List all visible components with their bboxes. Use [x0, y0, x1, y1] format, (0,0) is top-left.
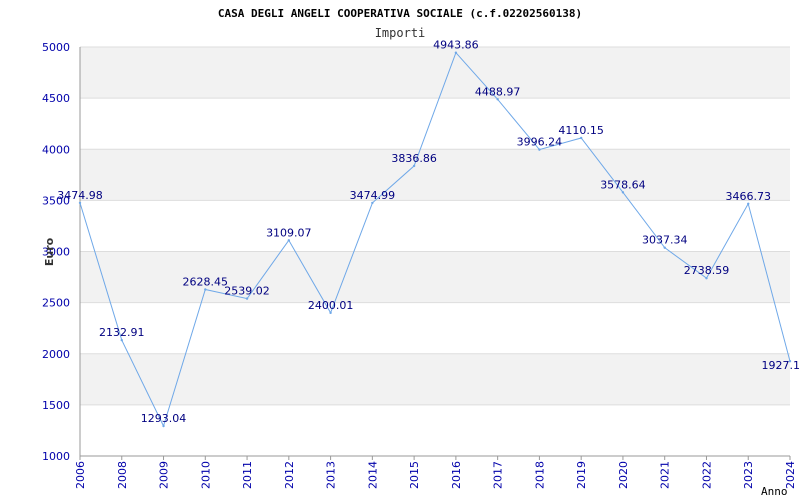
- data-point: [120, 338, 123, 342]
- x-axis-label: Anno: [761, 485, 788, 498]
- data-point: [78, 201, 82, 205]
- data-point: [788, 360, 792, 363]
- data-point: [454, 51, 458, 54]
- x-tick-label: 2022: [700, 461, 713, 489]
- data-point: [621, 191, 625, 194]
- data-label: 2539.02: [224, 285, 270, 298]
- x-tick-label: 2012: [283, 461, 296, 489]
- x-tick-label: 2021: [659, 461, 672, 489]
- data-label: 2132.91: [99, 326, 145, 339]
- series-line: [78, 51, 792, 428]
- plot-band: [80, 353, 790, 405]
- data-label: 3996.24: [517, 136, 563, 149]
- data-point: [204, 288, 207, 291]
- y-tick-label: 1000: [42, 450, 70, 463]
- data-point: [162, 424, 165, 428]
- x-tick-label: 2020: [617, 461, 630, 489]
- data-point: [705, 277, 708, 280]
- data-label: 3474.99: [350, 189, 396, 202]
- series-polyline: [79, 51, 791, 428]
- x-tick-label: 2015: [408, 461, 421, 489]
- y-tick-label: 4000: [42, 143, 70, 156]
- y-tick-label: 5000: [42, 41, 70, 54]
- x-tick-label: 2019: [575, 461, 588, 489]
- data-point: [579, 136, 583, 140]
- data-point: [371, 201, 374, 205]
- data-label: 3578.64: [600, 178, 646, 191]
- data-point: [538, 148, 541, 151]
- y-tick-label: 4500: [42, 92, 70, 105]
- y-tick-labels: 1000 1500 2000 2500 3000 3500 4000 4500 5000: [42, 41, 70, 463]
- x-tick-label: 2008: [116, 461, 129, 489]
- data-label: 3474.98: [57, 189, 103, 202]
- data-point: [663, 246, 666, 249]
- y-tick-label: 3000: [42, 246, 70, 259]
- data-point: [287, 239, 291, 242]
- x-tick-label: 2024: [784, 461, 797, 489]
- y-tick-label: 2500: [42, 297, 70, 310]
- data-label: 4110.15: [558, 124, 604, 137]
- plot-band: [80, 149, 790, 201]
- plot-band: [80, 251, 790, 303]
- plot-band: [80, 47, 790, 99]
- y-axis-label: Euro: [43, 237, 56, 266]
- x-tick-label: 2011: [241, 461, 254, 489]
- x-tick-label: 2023: [742, 461, 755, 489]
- x-tick-label: 2014: [366, 461, 379, 489]
- y-tick-label: 3500: [42, 194, 70, 207]
- chart-title: CASA DEGLI ANGELI COOPERATIVA SOCIALE (c…: [218, 7, 582, 20]
- y-tick-label: 2000: [42, 348, 70, 361]
- data-label: 3466.73: [725, 190, 771, 203]
- axes: [79, 47, 791, 460]
- data-label: 2738.59: [684, 264, 730, 277]
- chart-subtitle: Importi: [375, 26, 426, 40]
- x-tick-label: 2013: [325, 461, 338, 489]
- data-label: 2400.01: [308, 299, 354, 312]
- y-tick-label: 1500: [42, 399, 70, 412]
- data-label: 2628.45: [183, 275, 229, 288]
- data-point: [496, 98, 499, 101]
- data-label: 4943.86: [433, 39, 479, 52]
- plot-bands: [80, 47, 790, 405]
- data-label: 4488.97: [475, 85, 521, 98]
- x-tick-label: 2009: [158, 461, 171, 489]
- data-point: [245, 297, 249, 300]
- x-tick-label: 2018: [533, 461, 546, 489]
- data-label: 3109.07: [266, 226, 312, 239]
- data-label: 1927.1: [762, 359, 800, 372]
- data-label: 3836.86: [391, 152, 437, 165]
- data-point: [412, 164, 416, 168]
- x-tick-label: 2010: [199, 461, 212, 489]
- data-label: 1293.04: [141, 412, 187, 425]
- data-point: [329, 311, 332, 315]
- x-tick-label: 2016: [450, 461, 463, 489]
- data-point: [747, 202, 750, 205]
- x-tick-label: 2006: [74, 461, 87, 489]
- x-tick-labels: 2006 2008 2009 2010 2011 2012 2013 2014 2015 2016…: [74, 461, 797, 489]
- data-label: 3037.34: [642, 234, 688, 247]
- x-tick-label: 2017: [492, 461, 505, 489]
